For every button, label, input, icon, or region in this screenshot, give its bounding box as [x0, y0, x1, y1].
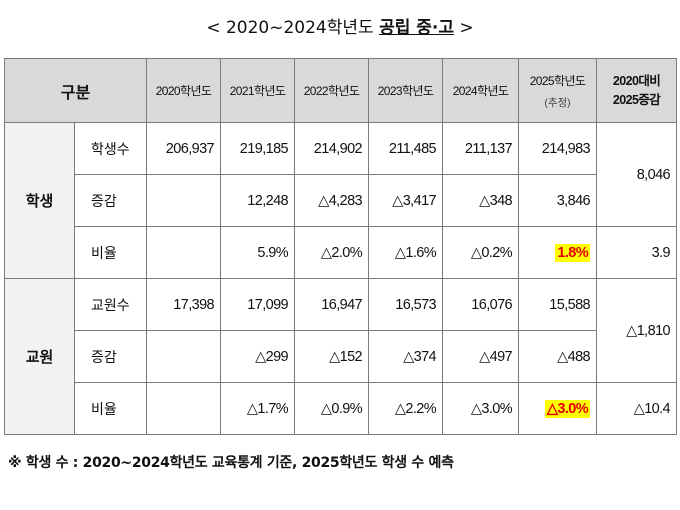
table-cell: 214,902: [294, 122, 370, 175]
table-cell: 211,485: [368, 122, 444, 175]
header-compare-cell: 2020대비 2025증감: [596, 58, 678, 123]
table-row: 학생 학생수 206,937 219,185 214,902 211,485 2…: [4, 122, 678, 279]
teachers-compare-rate: △10.4: [596, 382, 678, 435]
row-label: 교원수: [73, 278, 148, 331]
header-year-2025-note: (추정): [544, 96, 571, 109]
header-year-2020: 2020학년도: [146, 58, 222, 123]
table-cell: △497: [442, 330, 520, 383]
table-row: 증감 12,248 △4,283 △3,417 △348 3,846: [5, 174, 677, 227]
table-cell: [146, 330, 222, 383]
table-cell: 16,076: [442, 278, 520, 331]
table-row: 증감 △299 △152 △374 △497 △488: [5, 330, 677, 383]
table-cell: △2.2%: [368, 382, 444, 435]
title-suffix: >: [454, 18, 474, 38]
students-compare-count: 8,046: [596, 122, 678, 227]
table-row: 교원 교원수 17,398 17,099 16,947 16,573 16,07…: [4, 278, 678, 435]
table-cell: 17,398: [146, 278, 222, 331]
highlighted-value: 1.8%: [555, 243, 591, 262]
table-row: 비율 5.9% △2.0% △1.6% △0.2% 1.8% 3.9: [5, 226, 678, 279]
table-cell: 1.8%: [518, 226, 598, 279]
header-year-2024: 2024학년도: [442, 58, 520, 123]
table-cell: [146, 226, 222, 279]
highlighted-value: △3.0%: [544, 399, 591, 418]
group-students: 학생: [4, 122, 75, 279]
table-cell: △4,283: [294, 174, 370, 227]
table-row: 비율 △1.7% △0.9% △2.2% △3.0% △3.0% △10.4: [5, 382, 678, 435]
teachers-compare-count: △1,810: [596, 278, 678, 383]
table-cell: △0.9%: [294, 382, 370, 435]
row-label: 증감: [73, 174, 148, 227]
table-cell: △1.7%: [220, 382, 296, 435]
table-cell: 5.9%: [220, 226, 296, 279]
header-year-2021: 2021학년도: [220, 58, 296, 123]
table-cell: △1.6%: [368, 226, 444, 279]
table-cell: △348: [442, 174, 520, 227]
statistics-table: 구분 2020학년도 2021학년도 2022학년도 2023학년도 2024학…: [3, 58, 678, 435]
table-cell: 219,185: [220, 122, 296, 175]
group-teachers: 교원: [4, 278, 75, 435]
table-cell: △3,417: [368, 174, 444, 227]
header-year-2023: 2023학년도: [368, 58, 444, 123]
page-title: < 2020~2024학년도 공립 중·고 >: [0, 10, 680, 46]
header-compare-line1: 2020대비: [612, 73, 661, 88]
title-prefix: < 2020~2024학년도: [206, 18, 380, 38]
table-cell: △488: [518, 330, 598, 383]
header-year-2025-cell: 2025학년도 (추정): [518, 58, 598, 123]
row-label: 증감: [73, 330, 148, 383]
table-cell: 214,983: [518, 122, 598, 175]
table-cell: 16,573: [368, 278, 444, 331]
table-cell: △299: [220, 330, 296, 383]
header-gubun: 구분: [3, 58, 148, 123]
header-year-2022: 2022학년도: [294, 58, 370, 123]
row-label: 비율: [73, 226, 148, 279]
table-cell: △152: [294, 330, 370, 383]
table-cell: 206,937: [146, 122, 222, 175]
table-cell: 211,137: [442, 122, 520, 175]
header-row: 구분 2020학년도 2021학년도 2022학년도 2023학년도 2024학…: [3, 58, 678, 123]
table-cell: △2.0%: [294, 226, 370, 279]
table-cell: △0.2%: [442, 226, 520, 279]
table-cell: △3.0%: [518, 382, 598, 435]
table-cell: [146, 382, 222, 435]
row-label: 비율: [73, 382, 148, 435]
table-cell: 16,947: [294, 278, 370, 331]
table-cell: 15,588: [518, 278, 598, 331]
table-cell: 12,248: [220, 174, 296, 227]
row-label: 학생수: [73, 122, 148, 175]
header-compare-line2: 2025증감: [612, 92, 661, 107]
header-year-2025: 2025학년도: [529, 73, 586, 88]
table-cell: △374: [368, 330, 444, 383]
table-cell: 3,846: [518, 174, 598, 227]
table-cell: [146, 174, 222, 227]
students-compare-rate: 3.9: [596, 226, 678, 279]
footnote: ※ 학생 수 : 2020~2024학년도 교육통계 기준, 2025학년도 학…: [8, 455, 454, 471]
title-highlight: 공립 중·고: [379, 18, 455, 38]
table-cell: △3.0%: [442, 382, 520, 435]
table-cell: 17,099: [220, 278, 296, 331]
